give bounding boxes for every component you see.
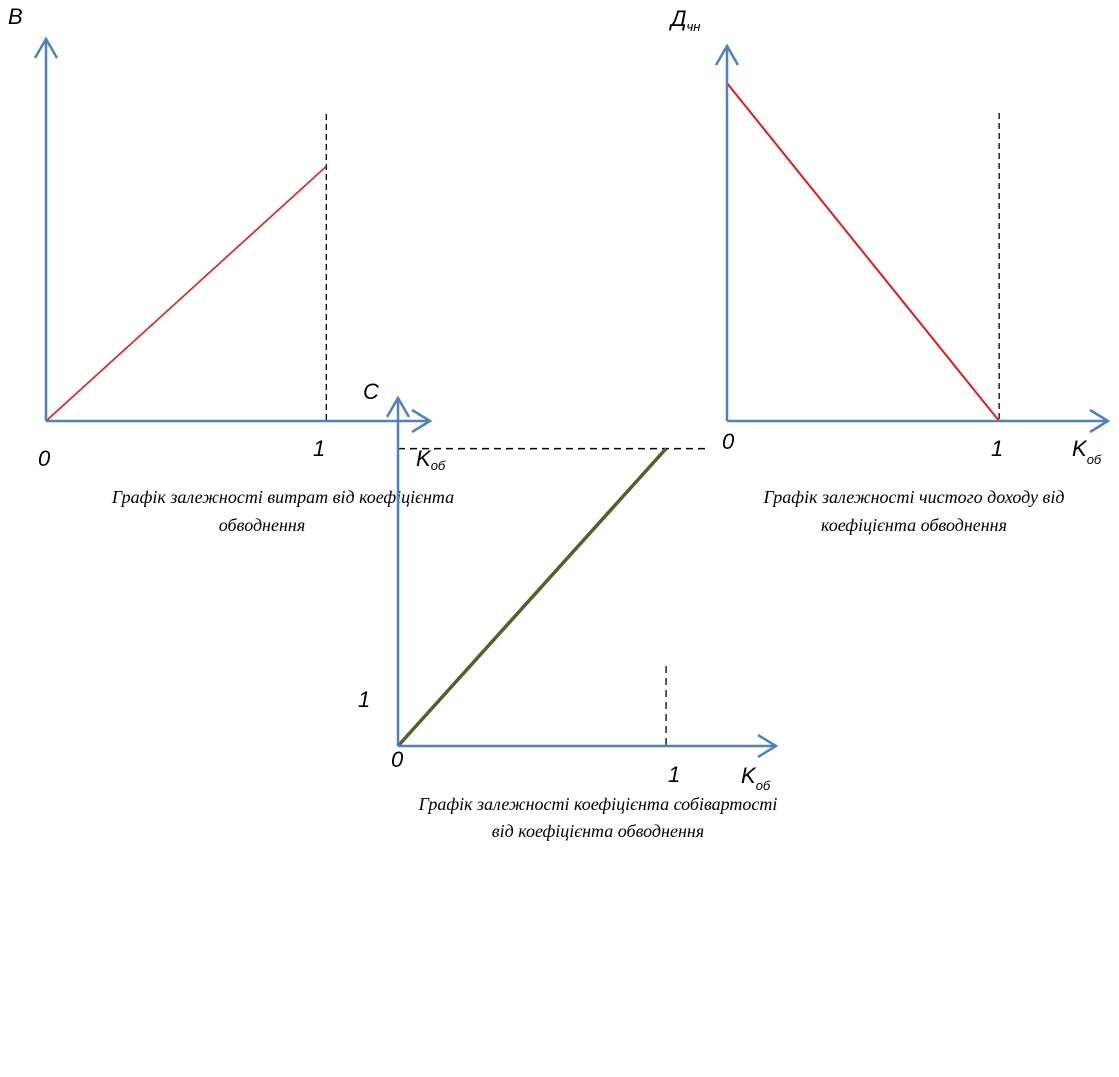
x-tick-label-1: 1 <box>991 436 1003 461</box>
caption-line-2: коефіцієнта обводнення <box>821 515 1007 535</box>
x-axis-arrow <box>411 408 433 434</box>
y-axis-label-main: Д <box>668 6 687 31</box>
x-axis-label-sub: об <box>1087 452 1102 467</box>
x-axis-label-sub: об <box>756 778 771 793</box>
caption-line-1: Графік залежності чистого доходу від <box>763 487 1065 507</box>
origin-label: 0 <box>391 747 404 772</box>
chart-costs: В 0 1 Kоб Графік залежності витрат від к… <box>8 4 454 535</box>
chart-net-income: Дчн 0 1 Kоб Графік залежності чистого до… <box>668 6 1111 535</box>
chart-cost-coefficient: С 1 0 1 Kоб Графік залежності коефіцієнт… <box>358 379 779 841</box>
origin-label: 0 <box>38 446 51 471</box>
x-tick-label-1: 1 <box>668 762 680 787</box>
series-line-cost-coefficient <box>396 447 668 748</box>
x-axis-label: Kоб <box>1072 436 1102 467</box>
y-tick-label-1: 1 <box>358 687 370 712</box>
x-axis-arrow <box>757 733 779 759</box>
x-axis-label-sub: об <box>431 458 446 473</box>
x-axis-arrow <box>1089 408 1111 434</box>
origin-label: 0 <box>722 429 735 454</box>
x-tick-label-1: 1 <box>313 436 325 461</box>
series-line-costs <box>45 165 327 422</box>
y-axis-arrow <box>33 36 59 59</box>
caption-line-1: Графік залежності витрат від коефіцієнта <box>111 487 454 507</box>
y-axis-label-sub: чн <box>687 19 701 34</box>
series-line-net-income <box>726 82 1000 422</box>
x-axis-label: Kоб <box>741 763 771 793</box>
caption-line-2: від коефіцієнта обводнення <box>492 821 704 841</box>
y-axis-arrow <box>714 43 740 66</box>
x-axis-label: Kоб <box>416 446 446 473</box>
y-axis-label: Дчн <box>668 6 700 34</box>
y-axis-label: В <box>8 4 23 29</box>
caption-line-2: обводнення <box>219 515 305 535</box>
x-axis-label-main: K <box>416 446 432 471</box>
y-axis-arrow <box>385 395 411 418</box>
y-axis-label: С <box>363 379 379 404</box>
x-axis-label-main: K <box>1072 436 1088 461</box>
x-axis-label-main: K <box>741 763 757 788</box>
caption-line-1: Графік залежності коефіцієнта собівартос… <box>418 794 778 814</box>
